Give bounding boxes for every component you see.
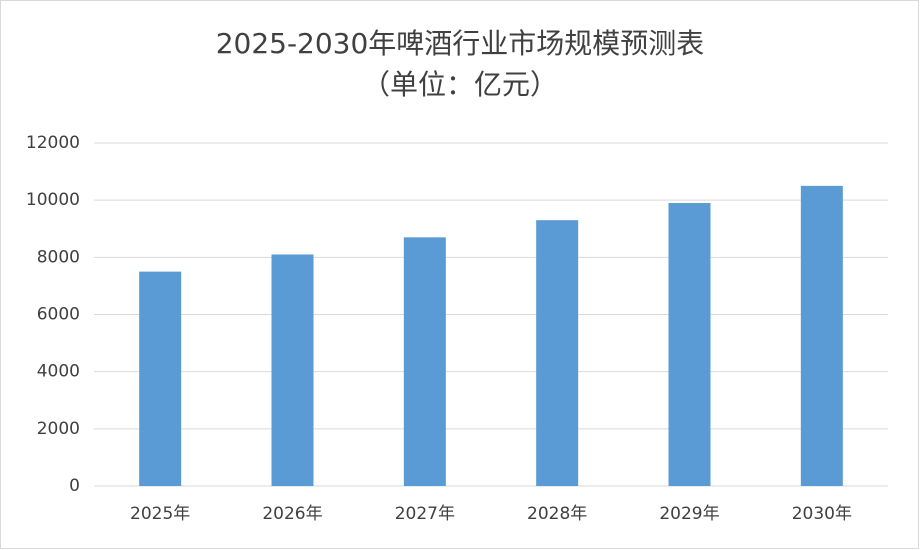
x-tick-label: 2025年 <box>130 504 190 524</box>
y-tick-label: 2000 <box>37 419 80 439</box>
bar <box>403 237 446 486</box>
y-tick-label: 6000 <box>37 305 80 325</box>
y-tick-label: 0 <box>69 476 80 496</box>
y-tick-label: 10000 <box>26 190 80 210</box>
x-tick-label: 2029年 <box>659 504 719 524</box>
x-tick-label: 2030年 <box>792 504 852 524</box>
x-tick-label: 2027年 <box>395 504 455 524</box>
bar <box>139 271 182 486</box>
bar <box>668 203 711 486</box>
y-tick-label: 8000 <box>37 247 80 267</box>
bar <box>271 254 314 486</box>
x-tick-label: 2028年 <box>527 504 587 524</box>
y-tick-label: 12000 <box>26 133 80 153</box>
chart-title: 2025-2030年啤酒行业市场规模预测表 <box>216 27 705 60</box>
bar <box>536 220 579 487</box>
bar <box>800 185 843 486</box>
y-tick-label: 4000 <box>37 362 80 382</box>
chart-subtitle: （单位：亿元） <box>362 68 558 101</box>
x-tick-label: 2026年 <box>262 504 322 524</box>
